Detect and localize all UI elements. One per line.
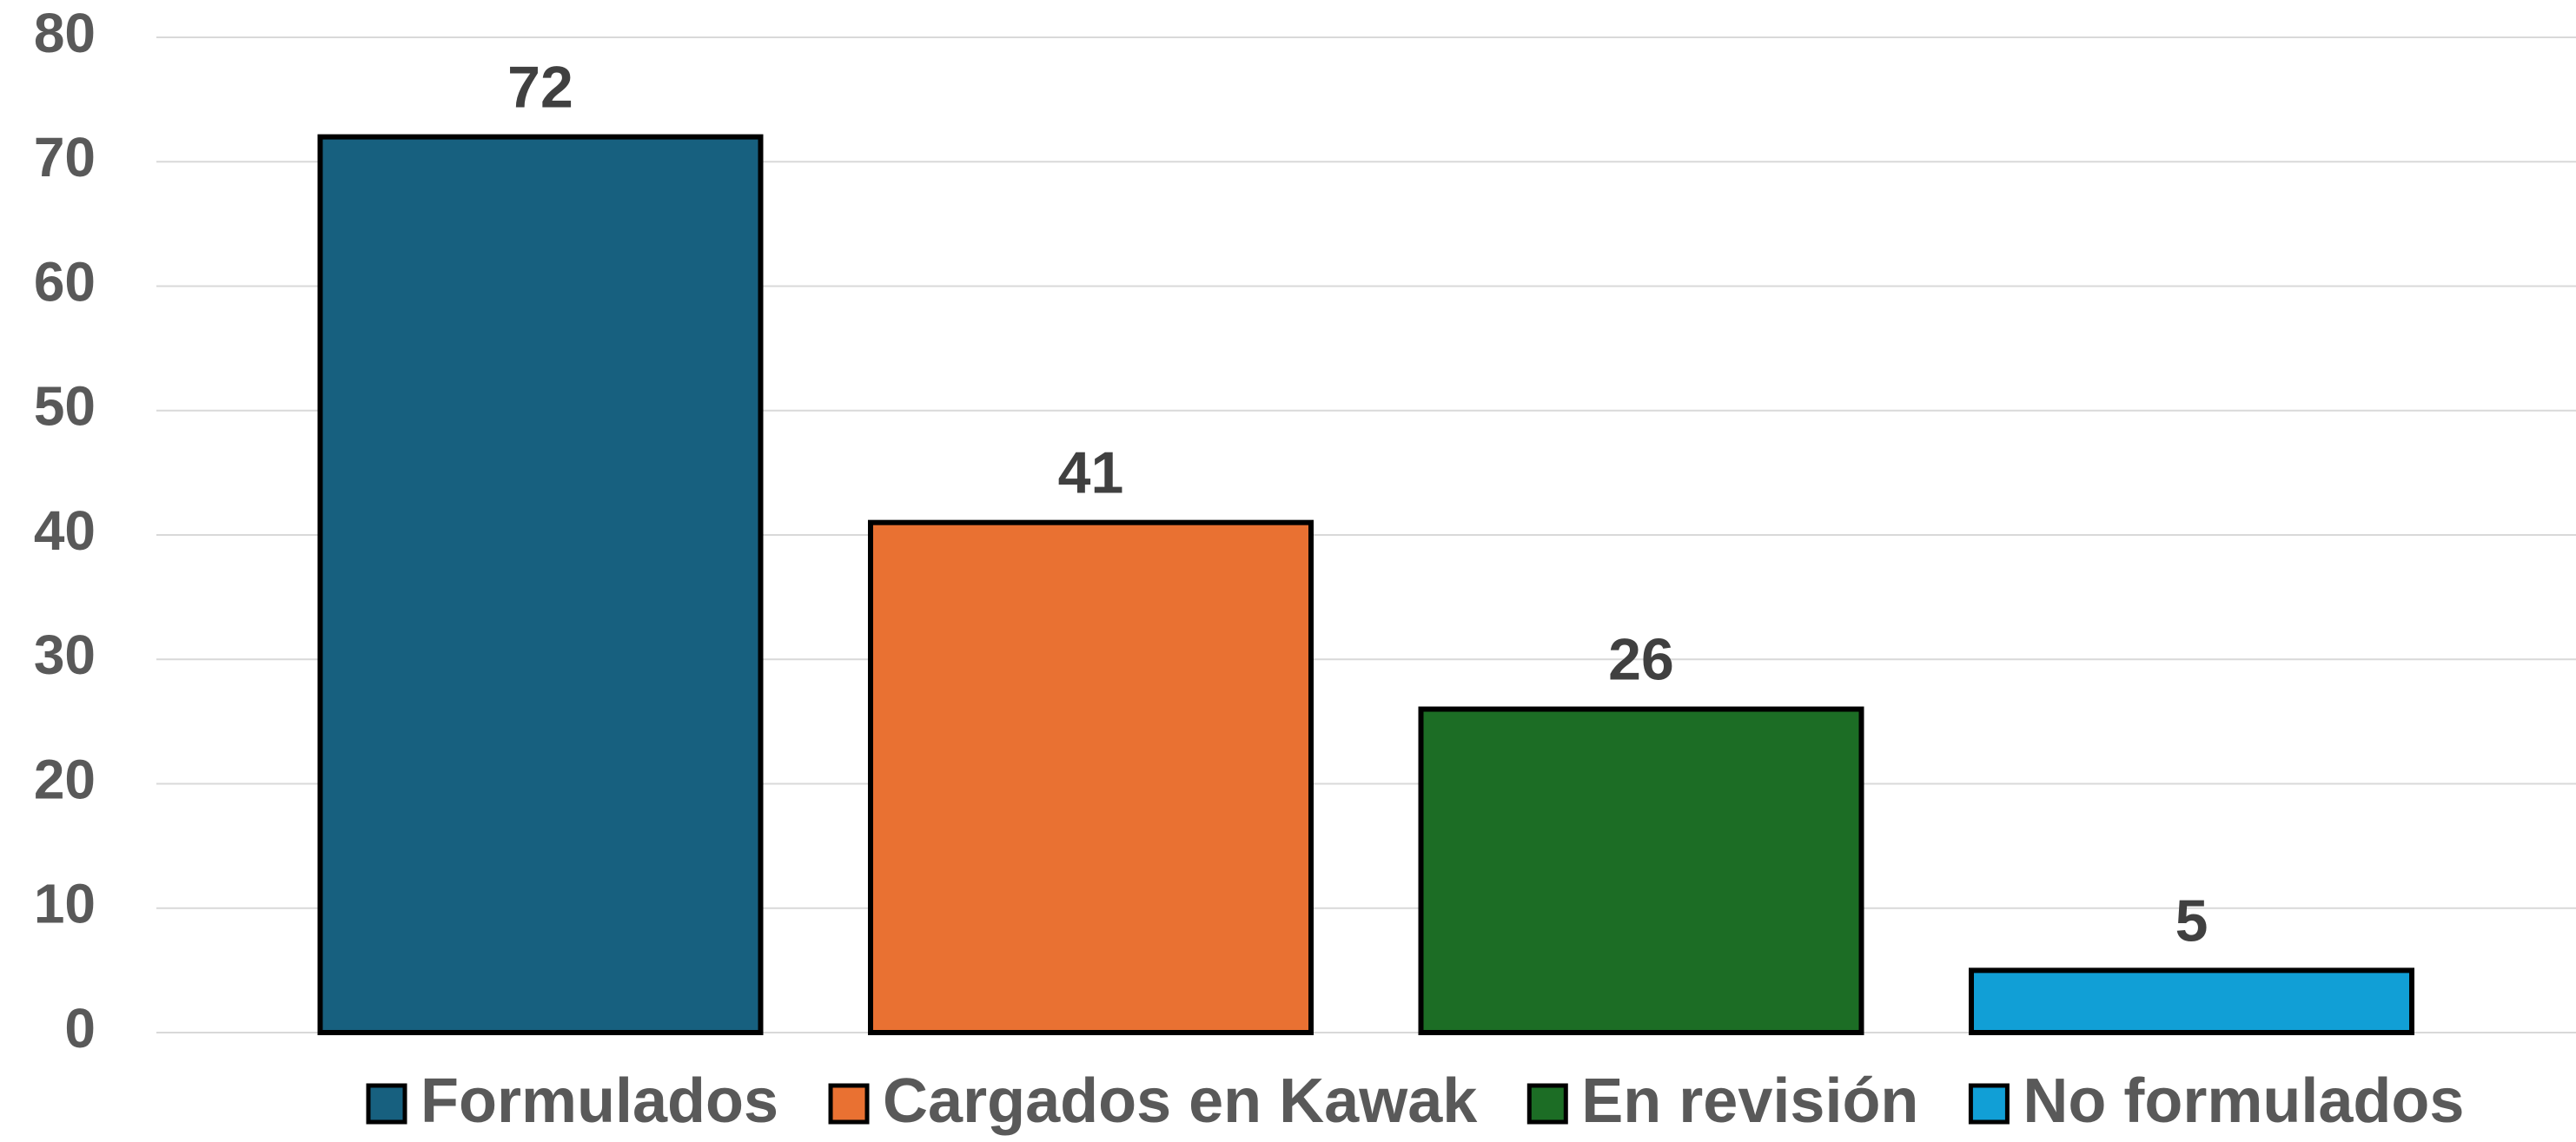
data-label: 41	[1058, 440, 1124, 506]
data-label: 72	[507, 55, 573, 121]
legend-swatch	[366, 1083, 407, 1125]
y-tick-label: 10	[34, 873, 96, 935]
y-tick-label: 30	[34, 624, 96, 686]
legend-label: Formulados	[421, 1066, 778, 1136]
legend-label: Cargados en Kawak	[883, 1066, 1478, 1136]
bar	[1418, 706, 1864, 1035]
legend-swatch	[1526, 1083, 1568, 1125]
y-tick-label: 40	[34, 499, 96, 562]
y-tick-label: 50	[34, 375, 96, 438]
y-tick-label: 0	[64, 997, 96, 1059]
y-tick-label: 20	[34, 748, 96, 810]
y-tick-label: 70	[34, 126, 96, 188]
y-tick-label: 60	[34, 250, 96, 313]
legend-swatch	[828, 1083, 870, 1125]
data-label: 26	[1608, 627, 1674, 693]
bar	[317, 134, 764, 1036]
legend-label: En revisión	[1581, 1066, 1918, 1136]
bar	[1969, 967, 2414, 1035]
data-label: 5	[2175, 888, 2208, 954]
legend-label: No formulados	[2023, 1066, 2464, 1136]
y-tick-label: 80	[34, 2, 96, 64]
bar	[868, 519, 1314, 1035]
legend-swatch	[1968, 1083, 2010, 1125]
